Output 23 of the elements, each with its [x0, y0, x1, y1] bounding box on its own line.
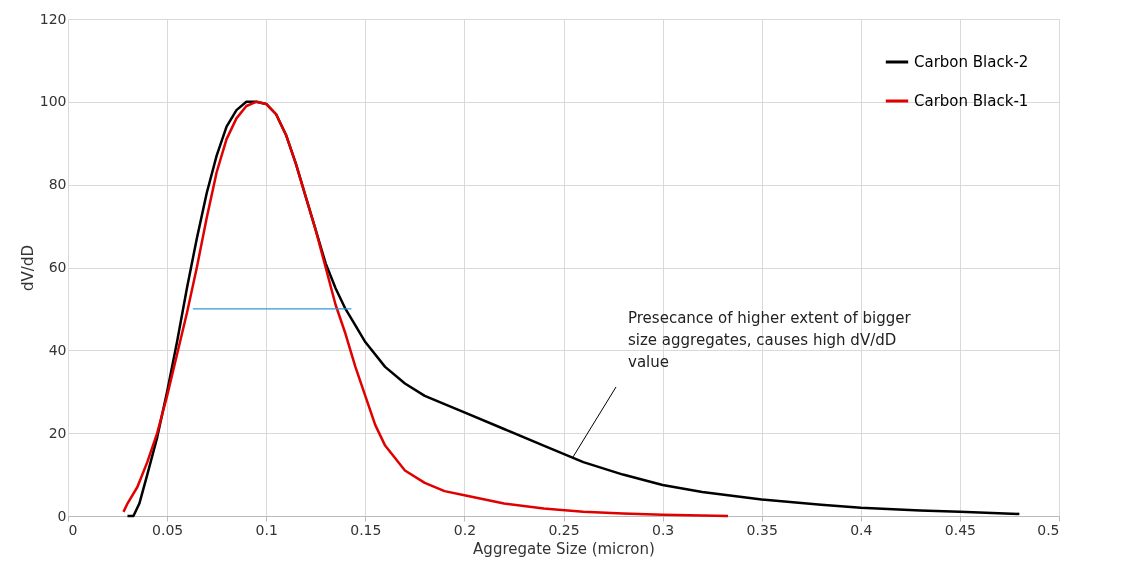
y-tick-label: 20	[48, 424, 67, 441]
y-axis-title: dV/dD	[18, 245, 37, 291]
y-tick-label: 0	[57, 507, 67, 524]
x-tick-label: 0.25	[548, 521, 580, 538]
x-axis-title: Aggregate Size (micron)	[473, 539, 655, 558]
y-tick-label: 60	[48, 259, 67, 275]
x-tick-label: 0.5	[1037, 521, 1060, 538]
x-tick-label: 0.3	[651, 521, 675, 538]
x-tick-label: 0.45	[944, 521, 976, 538]
x-tick-label: 0.05	[152, 521, 184, 538]
y-tick-label: 40	[48, 341, 67, 358]
x-tick-label: 0.35	[746, 521, 778, 538]
y-tick-label: 100	[39, 93, 67, 110]
x-tick-label: 0.15	[350, 521, 382, 538]
x-tick-label: 0	[68, 521, 78, 538]
y-tick-label: 120	[39, 10, 67, 27]
y-tick-label: 80	[48, 176, 67, 193]
legend-label: Carbon Black-2	[914, 53, 1029, 71]
legend-label: Carbon Black-1	[914, 92, 1029, 110]
x-tick-label: 0.4	[850, 521, 873, 538]
annotation: Presecance of higher extent of bigger size aggregates, causes high dV/dD value	[628, 309, 912, 371]
x-tick-label: 0.1	[255, 521, 278, 538]
x-tick-label: 0.2	[453, 521, 477, 538]
